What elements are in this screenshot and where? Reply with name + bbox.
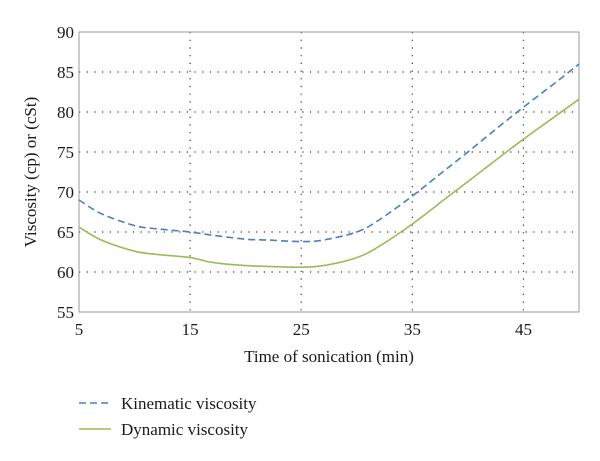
y-tick-label: 85 — [57, 63, 74, 82]
y-tick-label: 80 — [57, 103, 74, 122]
y-tick-label: 55 — [57, 303, 74, 322]
legend-label-dynamic-viscosity: Dynamic viscosity — [121, 420, 249, 439]
series-line-kinematic-viscosity — [78, 63, 580, 243]
x-tick-label: 5 — [75, 320, 84, 339]
series-lines — [78, 63, 580, 269]
legend: Kinematic viscosity Dynamic viscosity — [79, 394, 257, 439]
y-tick-label: 70 — [57, 183, 74, 202]
y-tick-label: 60 — [57, 263, 74, 282]
series-line-dynamic-viscosity — [78, 98, 580, 269]
x-axis-ticks: 5 15 25 35 45 — [75, 320, 532, 339]
x-tick-label: 25 — [293, 320, 310, 339]
x-axis-title: Time of sonication (min) — [244, 347, 414, 366]
x-tick-label: 45 — [515, 320, 532, 339]
x-tick-label: 35 — [404, 320, 421, 339]
y-tick-label: 75 — [57, 143, 74, 162]
y-axis-title: Viscosity (cp) or (cSt) — [21, 97, 40, 248]
plot-frame — [78, 31, 580, 313]
y-axis-ticks: 55 60 65 70 75 80 85 90 — [57, 23, 74, 322]
grid — [79, 32, 579, 312]
legend-label-kinematic-viscosity: Kinematic viscosity — [121, 394, 257, 413]
y-tick-label: 90 — [57, 23, 74, 42]
x-tick-label: 15 — [182, 320, 199, 339]
y-tick-label: 65 — [57, 223, 74, 242]
